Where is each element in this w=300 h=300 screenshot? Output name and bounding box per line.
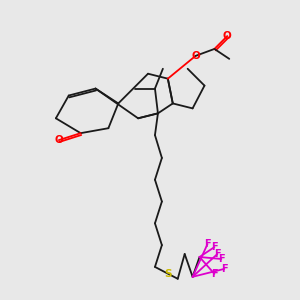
Text: O: O: [55, 135, 63, 145]
Text: F: F: [221, 264, 228, 274]
Text: F: F: [204, 239, 211, 249]
Text: O: O: [223, 31, 232, 41]
Text: F: F: [211, 269, 218, 279]
Text: S: S: [164, 269, 172, 279]
Text: O: O: [191, 51, 200, 61]
Text: F: F: [214, 249, 221, 259]
Text: F: F: [218, 254, 225, 264]
Text: F: F: [211, 242, 218, 252]
